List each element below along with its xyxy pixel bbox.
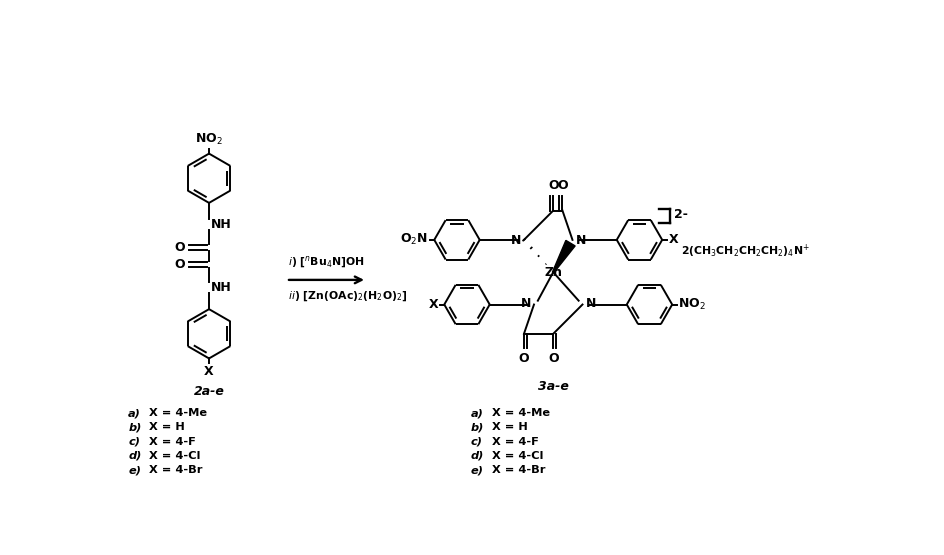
Text: 2a-e: 2a-e [194,385,225,397]
Text: X = H: X = H [145,422,185,432]
Text: O: O [548,352,558,365]
Text: X = H: X = H [487,422,527,432]
Text: X: X [428,298,438,311]
Text: Zn: Zn [544,266,562,279]
Text: NO$_2$: NO$_2$ [194,132,223,148]
Text: N: N [585,297,596,310]
Text: e): e) [470,465,483,475]
Text: e): e) [128,465,141,475]
Text: X: X [204,365,213,379]
Text: NO$_2$: NO$_2$ [678,297,705,312]
Text: 2(CH$_{3}$CH$_{2}$CH$_{2}$CH$_{2}$)$_{4}$N$^{+}$: 2(CH$_{3}$CH$_{2}$CH$_{2}$CH$_{2}$)$_{4}… [681,243,809,260]
Text: 3a-e: 3a-e [537,380,568,393]
Text: O: O [548,179,558,192]
Text: X = 4-Me: X = 4-Me [145,408,207,418]
Text: N: N [510,234,520,247]
Text: O: O [175,241,185,254]
Text: b): b) [128,422,142,432]
Text: N: N [520,297,531,310]
Text: 2-: 2- [673,208,687,220]
Text: X = 4-Br: X = 4-Br [487,465,545,475]
Text: b): b) [470,422,483,432]
Text: d): d) [470,451,483,461]
Polygon shape [552,240,575,273]
Text: N: N [575,234,585,247]
Text: NH: NH [211,281,231,294]
Text: d): d) [128,451,142,461]
Text: O: O [518,352,529,365]
Text: X = 4-F: X = 4-F [487,437,538,447]
Text: X = 4-Cl: X = 4-Cl [487,451,543,461]
Text: X = 4-Br: X = 4-Br [145,465,202,475]
Text: X = 4-Cl: X = 4-Cl [145,451,200,461]
Text: NH: NH [211,218,231,231]
Text: a): a) [128,408,141,418]
Text: $ii$) [Zn(OAc)$_{2}$(H$_{2}$O)$_{2}$]: $ii$) [Zn(OAc)$_{2}$(H$_{2}$O)$_{2}$] [287,290,407,304]
Text: $i$) [$^{n}$Bu$_{4}$N]OH: $i$) [$^{n}$Bu$_{4}$N]OH [287,254,363,270]
Text: X: X [667,233,677,246]
Text: O: O [557,179,567,192]
Text: c): c) [470,437,482,447]
Text: X = 4-Me: X = 4-Me [487,408,549,418]
Text: a): a) [470,408,483,418]
Text: X = 4-F: X = 4-F [145,437,195,447]
Text: O: O [175,258,185,271]
Text: c): c) [128,437,140,447]
Text: O$_2$N: O$_2$N [399,233,428,248]
